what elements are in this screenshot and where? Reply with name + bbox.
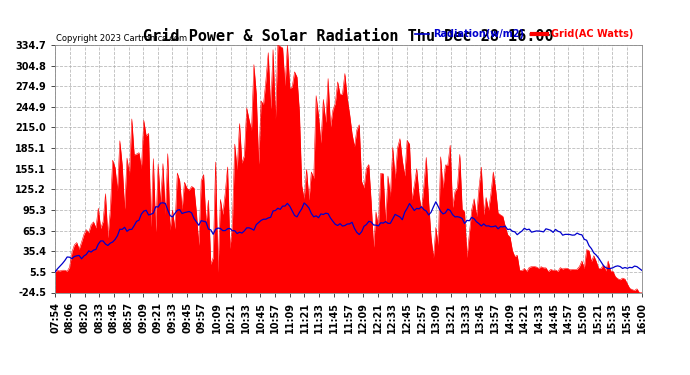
- Title: Grid Power & Solar Radiation Thu Dec 28 16:00: Grid Power & Solar Radiation Thu Dec 28 …: [143, 29, 554, 44]
- Text: Copyright 2023 Cartronics.com: Copyright 2023 Cartronics.com: [56, 34, 187, 43]
- Legend: Radiation(w/m2), Grid(AC Watts): Radiation(w/m2), Grid(AC Watts): [411, 25, 637, 43]
